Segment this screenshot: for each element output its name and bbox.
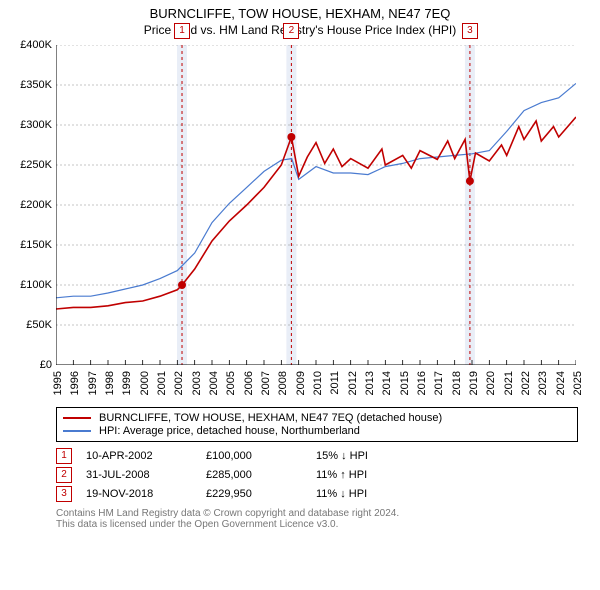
- sale-price: £285,000: [206, 469, 316, 481]
- legend-label: BURNCLIFFE, TOW HOUSE, HEXHAM, NE47 7EQ …: [99, 412, 442, 424]
- legend-swatch: [63, 417, 91, 419]
- x-tick-label: 2019: [468, 371, 480, 395]
- sale-diff: 11% ↑ HPI: [316, 469, 367, 481]
- y-tick-label: £250K: [20, 159, 52, 171]
- x-tick-label: 2009: [295, 371, 307, 395]
- chart-area: £0£50K£100K£150K£200K£250K£300K£350K£400…: [56, 45, 576, 365]
- x-tick-label: 2017: [433, 371, 445, 395]
- sale-row: 1 10-APR-2002£100,00015% ↓ HPI: [56, 448, 590, 464]
- sale-date: 19-NOV-2018: [86, 488, 206, 500]
- x-tick-label: 2004: [208, 371, 220, 395]
- x-tick-label: 2014: [381, 371, 393, 395]
- sale-diff: 11% ↓ HPI: [316, 488, 367, 500]
- chart-subtitle: Price paid vs. HM Land Registry's House …: [10, 23, 590, 37]
- x-tick-label: 2023: [537, 371, 549, 395]
- sale-marker: 2: [56, 467, 72, 483]
- x-tick-label: 2015: [399, 371, 411, 395]
- sale-price: £229,950: [206, 488, 316, 500]
- sales-table: 1 10-APR-2002£100,00015% ↓ HPI 2 31-JUL-200…: [56, 448, 590, 502]
- event-marker: 1: [174, 23, 190, 39]
- x-tick-label: 2006: [243, 371, 255, 395]
- x-tick-label: 2011: [329, 371, 341, 395]
- x-tick-label: 1998: [104, 371, 116, 395]
- sale-diff: 15% ↓ HPI: [316, 450, 368, 462]
- sale-row: 2 31-JUL-2008£285,00011% ↑ HPI: [56, 467, 590, 483]
- y-tick-label: £150K: [20, 239, 52, 251]
- x-tick-label: 2005: [225, 371, 237, 395]
- sale-date: 10-APR-2002: [86, 450, 206, 462]
- x-tick-label: 2012: [347, 371, 359, 395]
- footer-line-1: Contains HM Land Registry data © Crown c…: [56, 508, 590, 519]
- x-tick-label: 2007: [260, 371, 272, 395]
- legend-swatch: [63, 430, 91, 432]
- y-tick-label: £0: [40, 359, 52, 371]
- y-tick-label: £350K: [20, 79, 52, 91]
- x-tick-label: 1997: [87, 371, 99, 395]
- x-tick-label: 2013: [364, 371, 376, 395]
- x-tick-label: 1996: [69, 371, 81, 395]
- event-marker: 2: [283, 23, 299, 39]
- footer-line-2: This data is licensed under the Open Gov…: [56, 519, 590, 530]
- x-tick-label: 2002: [173, 371, 185, 395]
- x-tick-label: 1999: [121, 371, 133, 395]
- sale-row: 3 19-NOV-2018£229,95011% ↓ HPI: [56, 486, 590, 502]
- x-tick-label: 2025: [572, 371, 584, 395]
- legend-label: HPI: Average price, detached house, Nort…: [99, 425, 360, 437]
- sale-marker: 3: [56, 486, 72, 502]
- x-tick-label: 2021: [503, 371, 515, 395]
- x-tick-label: 2018: [451, 371, 463, 395]
- y-tick-label: £400K: [20, 39, 52, 51]
- legend-row: BURNCLIFFE, TOW HOUSE, HEXHAM, NE47 7EQ …: [63, 412, 571, 424]
- sale-date: 31-JUL-2008: [86, 469, 206, 481]
- x-tick-label: 2010: [312, 371, 324, 395]
- x-tick-label: 2020: [485, 371, 497, 395]
- x-tick-label: 2024: [555, 371, 567, 395]
- event-marker: 3: [462, 23, 478, 39]
- legend: BURNCLIFFE, TOW HOUSE, HEXHAM, NE47 7EQ …: [56, 407, 578, 442]
- y-tick-label: £100K: [20, 279, 52, 291]
- y-tick-label: £50K: [26, 319, 52, 331]
- x-tick-label: 2016: [416, 371, 428, 395]
- y-tick-label: £300K: [20, 119, 52, 131]
- x-tick-label: 1995: [52, 371, 64, 395]
- footer: Contains HM Land Registry data © Crown c…: [56, 508, 590, 530]
- x-tick-label: 2000: [139, 371, 151, 395]
- x-tick-label: 2003: [191, 371, 203, 395]
- sale-marker: 1: [56, 448, 72, 464]
- chart-title: BURNCLIFFE, TOW HOUSE, HEXHAM, NE47 7EQ: [10, 6, 590, 21]
- legend-row: HPI: Average price, detached house, Nort…: [63, 425, 571, 437]
- x-tick-label: 2008: [277, 371, 289, 395]
- sale-price: £100,000: [206, 450, 316, 462]
- x-tick-label: 2001: [156, 371, 168, 395]
- x-tick-label: 2022: [520, 371, 532, 395]
- y-tick-label: £200K: [20, 199, 52, 211]
